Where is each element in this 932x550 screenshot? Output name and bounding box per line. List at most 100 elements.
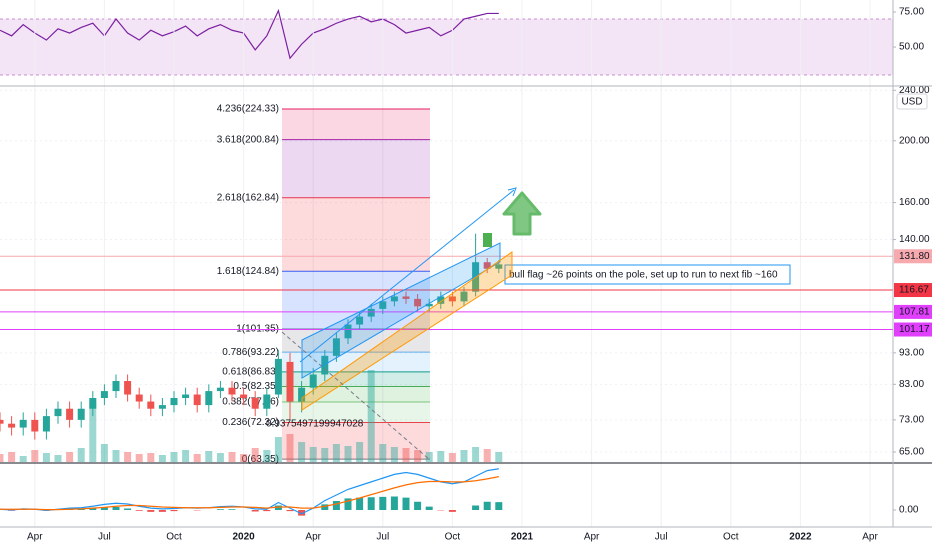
volume-bar xyxy=(286,434,294,462)
trend-arrow-head xyxy=(507,187,517,197)
volume-bar xyxy=(425,452,433,462)
fib-zone xyxy=(282,422,430,460)
candle-body xyxy=(390,296,398,302)
candle-body xyxy=(460,291,468,302)
annotation: 0.9375497199947028 xyxy=(266,419,364,430)
fib-label: 2.618(162.84) xyxy=(217,192,279,203)
macd-histogram xyxy=(495,502,503,510)
y-tick-label: 240.00 xyxy=(899,85,930,96)
macd-histogram xyxy=(274,505,282,510)
fib-label: 3.618(200.84) xyxy=(217,134,279,145)
volume-bar xyxy=(263,450,271,462)
y-tick-label: 160.00 xyxy=(899,197,930,208)
volume-bar xyxy=(228,452,236,462)
volume-bar xyxy=(332,444,340,462)
price-tag-label: 101.17 xyxy=(899,324,930,335)
x-tick-label: 2022 xyxy=(789,532,812,543)
volume-bar xyxy=(356,442,364,462)
fib-label: 0.618(86.83) xyxy=(222,366,279,377)
candle-body xyxy=(251,398,259,409)
fib-zone xyxy=(282,271,430,330)
candle-body xyxy=(483,262,491,269)
y-tick-label: 140.00 xyxy=(899,234,930,245)
volume-bar xyxy=(367,370,375,462)
candle-body xyxy=(205,391,213,406)
currency-box xyxy=(896,93,928,110)
macd-histogram xyxy=(216,509,224,510)
annotation-box xyxy=(504,264,791,285)
candle-body xyxy=(193,394,201,406)
volume-bar xyxy=(182,450,190,462)
dashed-line xyxy=(281,331,431,461)
macd-histogram xyxy=(147,510,155,512)
x-tick-label: Oct xyxy=(445,532,461,543)
candle-body xyxy=(356,316,364,325)
macd-histogram xyxy=(483,501,491,510)
fib-zone xyxy=(282,108,430,140)
macd-histogram xyxy=(472,505,480,510)
signal-line xyxy=(0,476,499,511)
macd-line xyxy=(0,468,499,515)
x-tick-label: 2021 xyxy=(511,532,534,543)
channel-blue xyxy=(301,242,501,379)
volume-bar xyxy=(437,451,445,462)
fib-label: 0(63.35) xyxy=(242,454,279,465)
volume-bar xyxy=(170,452,178,462)
macd-histogram xyxy=(251,510,259,512)
macd-histogram xyxy=(158,510,166,512)
price-tag-label: 116.67 xyxy=(899,285,929,296)
volume-bar xyxy=(19,456,27,462)
fib-zone xyxy=(282,402,430,423)
macd-histogram xyxy=(356,497,364,510)
volume-bar xyxy=(0,454,4,462)
price-tag xyxy=(894,249,932,264)
volume-bar xyxy=(193,454,201,462)
macd-histogram xyxy=(332,501,340,510)
volume-bar xyxy=(147,453,155,462)
volume-bar xyxy=(89,402,97,462)
macd-histogram xyxy=(135,510,143,511)
volume-bar xyxy=(54,455,62,462)
up-arrow xyxy=(502,191,542,236)
x-tick-label: Jul xyxy=(98,532,111,543)
volume-bar xyxy=(31,450,39,462)
fib-label: 0.5(82.35) xyxy=(233,381,279,392)
candle-body xyxy=(147,401,155,409)
annotation: bull flag ~26 points on the pole, set up… xyxy=(509,270,778,281)
macd-histogram xyxy=(286,510,294,512)
volume-bar xyxy=(495,452,503,462)
fib-label: 1.618(124.84) xyxy=(217,266,279,277)
macd-histogram xyxy=(402,497,410,510)
candle-body xyxy=(77,408,85,420)
fib-label: 0.786(93.22) xyxy=(222,347,279,358)
macd-histogram xyxy=(263,510,271,512)
x-tick-label: 2020 xyxy=(232,532,255,543)
volume-bar xyxy=(66,452,74,462)
volume-bar xyxy=(274,437,282,462)
trend-line xyxy=(299,189,515,363)
volume-bar xyxy=(77,448,85,462)
rsi-line xyxy=(0,8,499,60)
price-tag-label: 131.80 xyxy=(899,251,930,262)
rsi-band xyxy=(0,19,893,76)
y-tick-label: 50.00 xyxy=(899,42,924,53)
candle-body xyxy=(240,394,248,399)
candle-body xyxy=(0,419,4,424)
volume-bar xyxy=(402,448,410,462)
volume-bar xyxy=(135,454,143,462)
y-tick-label: 73.00 xyxy=(899,415,924,426)
macd-histogram xyxy=(124,508,132,510)
x-tick-label: Jul xyxy=(376,532,389,543)
candle-body xyxy=(402,296,410,299)
macd-histogram xyxy=(298,510,306,516)
candle-body xyxy=(89,398,97,409)
candle-body xyxy=(344,324,352,339)
candle-body xyxy=(309,374,317,388)
candle-body xyxy=(182,394,190,399)
candle-body xyxy=(158,405,166,409)
currency-label: USD xyxy=(901,97,922,108)
candle-body xyxy=(31,419,39,432)
volume-bar xyxy=(158,455,166,462)
price-tag xyxy=(894,304,932,319)
flag-marker xyxy=(483,233,492,247)
